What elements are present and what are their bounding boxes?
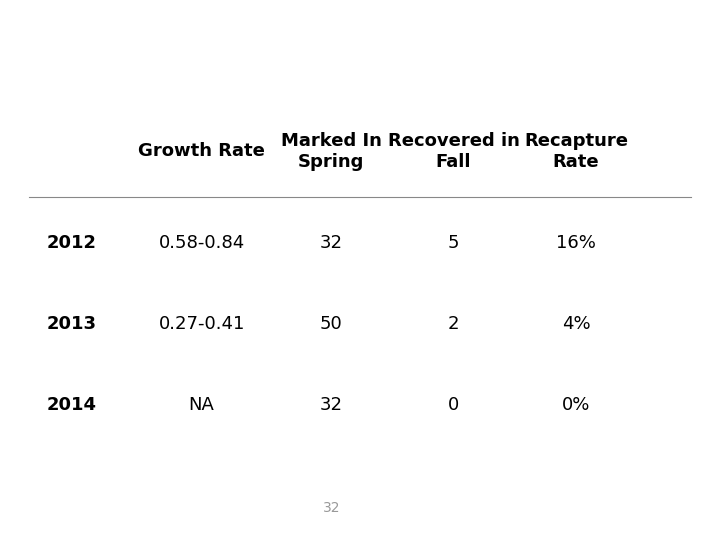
Text: 32: 32 (323, 501, 340, 515)
Text: 0.27-0.41: 0.27-0.41 (158, 315, 245, 333)
Text: 0: 0 (448, 396, 459, 414)
Text: Recovered in
Fall: Recovered in Fall (387, 132, 520, 171)
Text: 4%: 4% (562, 315, 590, 333)
Text: 32: 32 (320, 234, 343, 252)
Text: 32: 32 (320, 396, 343, 414)
Text: Marked In
Spring: Marked In Spring (281, 132, 382, 171)
Text: Recapture
Rate: Recapture Rate (524, 132, 628, 171)
Text: 2014: 2014 (47, 396, 97, 414)
Text: 0.58-0.84: 0.58-0.84 (158, 234, 245, 252)
Text: 2: 2 (448, 315, 459, 333)
Text: Growth Rate: Growth Rate (138, 142, 265, 160)
Text: 5: 5 (448, 234, 459, 252)
Text: 2012: 2012 (47, 234, 97, 252)
Text: NA: NA (189, 396, 215, 414)
Text: 50: 50 (320, 315, 343, 333)
Text: 16%: 16% (556, 234, 596, 252)
Text: 0%: 0% (562, 396, 590, 414)
Text: 2013: 2013 (47, 315, 97, 333)
